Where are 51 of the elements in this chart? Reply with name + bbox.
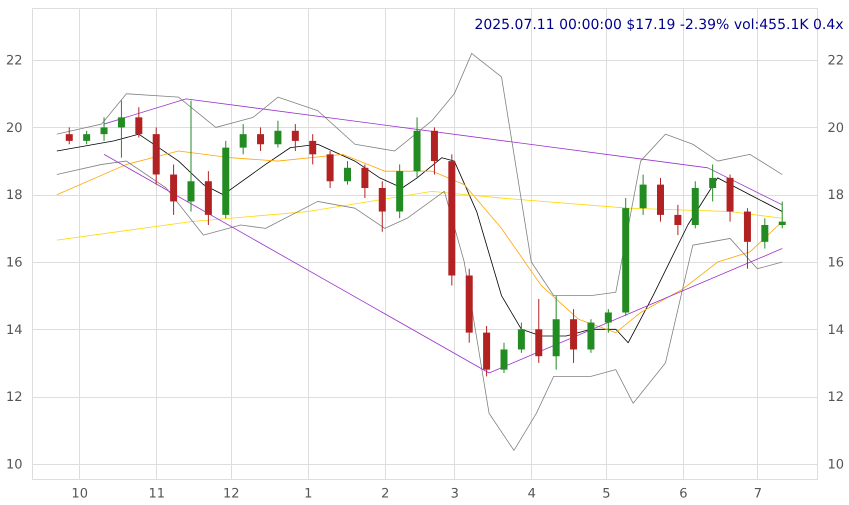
y2-tick-label: 16	[828, 256, 844, 271]
y-tick-label: 10	[6, 457, 22, 472]
candlestick	[309, 134, 316, 165]
line-series	[56, 190, 783, 241]
x-tick-label: 7	[754, 486, 762, 502]
x-tick-label: 1	[304, 486, 312, 502]
y2-tick-label: 20	[828, 120, 844, 136]
y-tick-label: 14	[6, 322, 22, 338]
candlestick	[257, 126, 264, 152]
line-series	[56, 53, 783, 296]
y-tick-label: 22	[6, 54, 22, 69]
candlestick	[240, 124, 247, 155]
candlestick	[500, 342, 508, 374]
candlestick	[187, 100, 194, 212]
y-tick-label: 18	[6, 188, 22, 204]
x-tick-label: 5	[602, 486, 610, 502]
candlestick	[66, 126, 73, 145]
x-tick-label: 11	[148, 486, 165, 502]
candlestick	[674, 204, 682, 236]
candlestick	[709, 164, 716, 202]
line-series	[56, 160, 783, 451]
candlestick	[344, 160, 351, 186]
candlestick	[83, 130, 90, 145]
candlestick	[604, 308, 612, 334]
candlestick	[100, 116, 108, 142]
y2-tick-label: 14	[828, 322, 844, 338]
y-tick-label: 20	[6, 120, 22, 136]
y2-tick-label: 22	[828, 54, 844, 69]
candlestick	[778, 200, 786, 229]
text: 2025.07.11 00:00:00 $17.19 -2.39% vol:455.1K 0.4x	[474, 17, 844, 33]
candlestick	[274, 120, 282, 148]
x-tick-label: 2	[381, 486, 390, 502]
candlestick	[292, 124, 299, 152]
y-tick-label: 12	[6, 390, 22, 406]
y2-tick-label: 12	[828, 390, 844, 406]
x-tick-label: 3	[450, 486, 459, 502]
x-tick-label: 12	[222, 486, 240, 502]
candlestick	[378, 180, 386, 232]
candlestick	[761, 218, 768, 250]
x-tick-label: 10	[71, 486, 88, 502]
candlestick	[135, 106, 142, 138]
x-tick-label: 4	[528, 486, 536, 502]
y2-tick-label: 10	[828, 457, 844, 472]
candlestick	[518, 322, 525, 354]
candlestick	[361, 164, 368, 199]
candlestick	[118, 100, 125, 158]
y-tick-label: 16	[6, 256, 22, 271]
x-tick-label: 6	[679, 486, 688, 502]
candlestick	[640, 174, 647, 216]
y2-tick-label: 18	[828, 188, 844, 204]
line-series	[104, 98, 783, 206]
